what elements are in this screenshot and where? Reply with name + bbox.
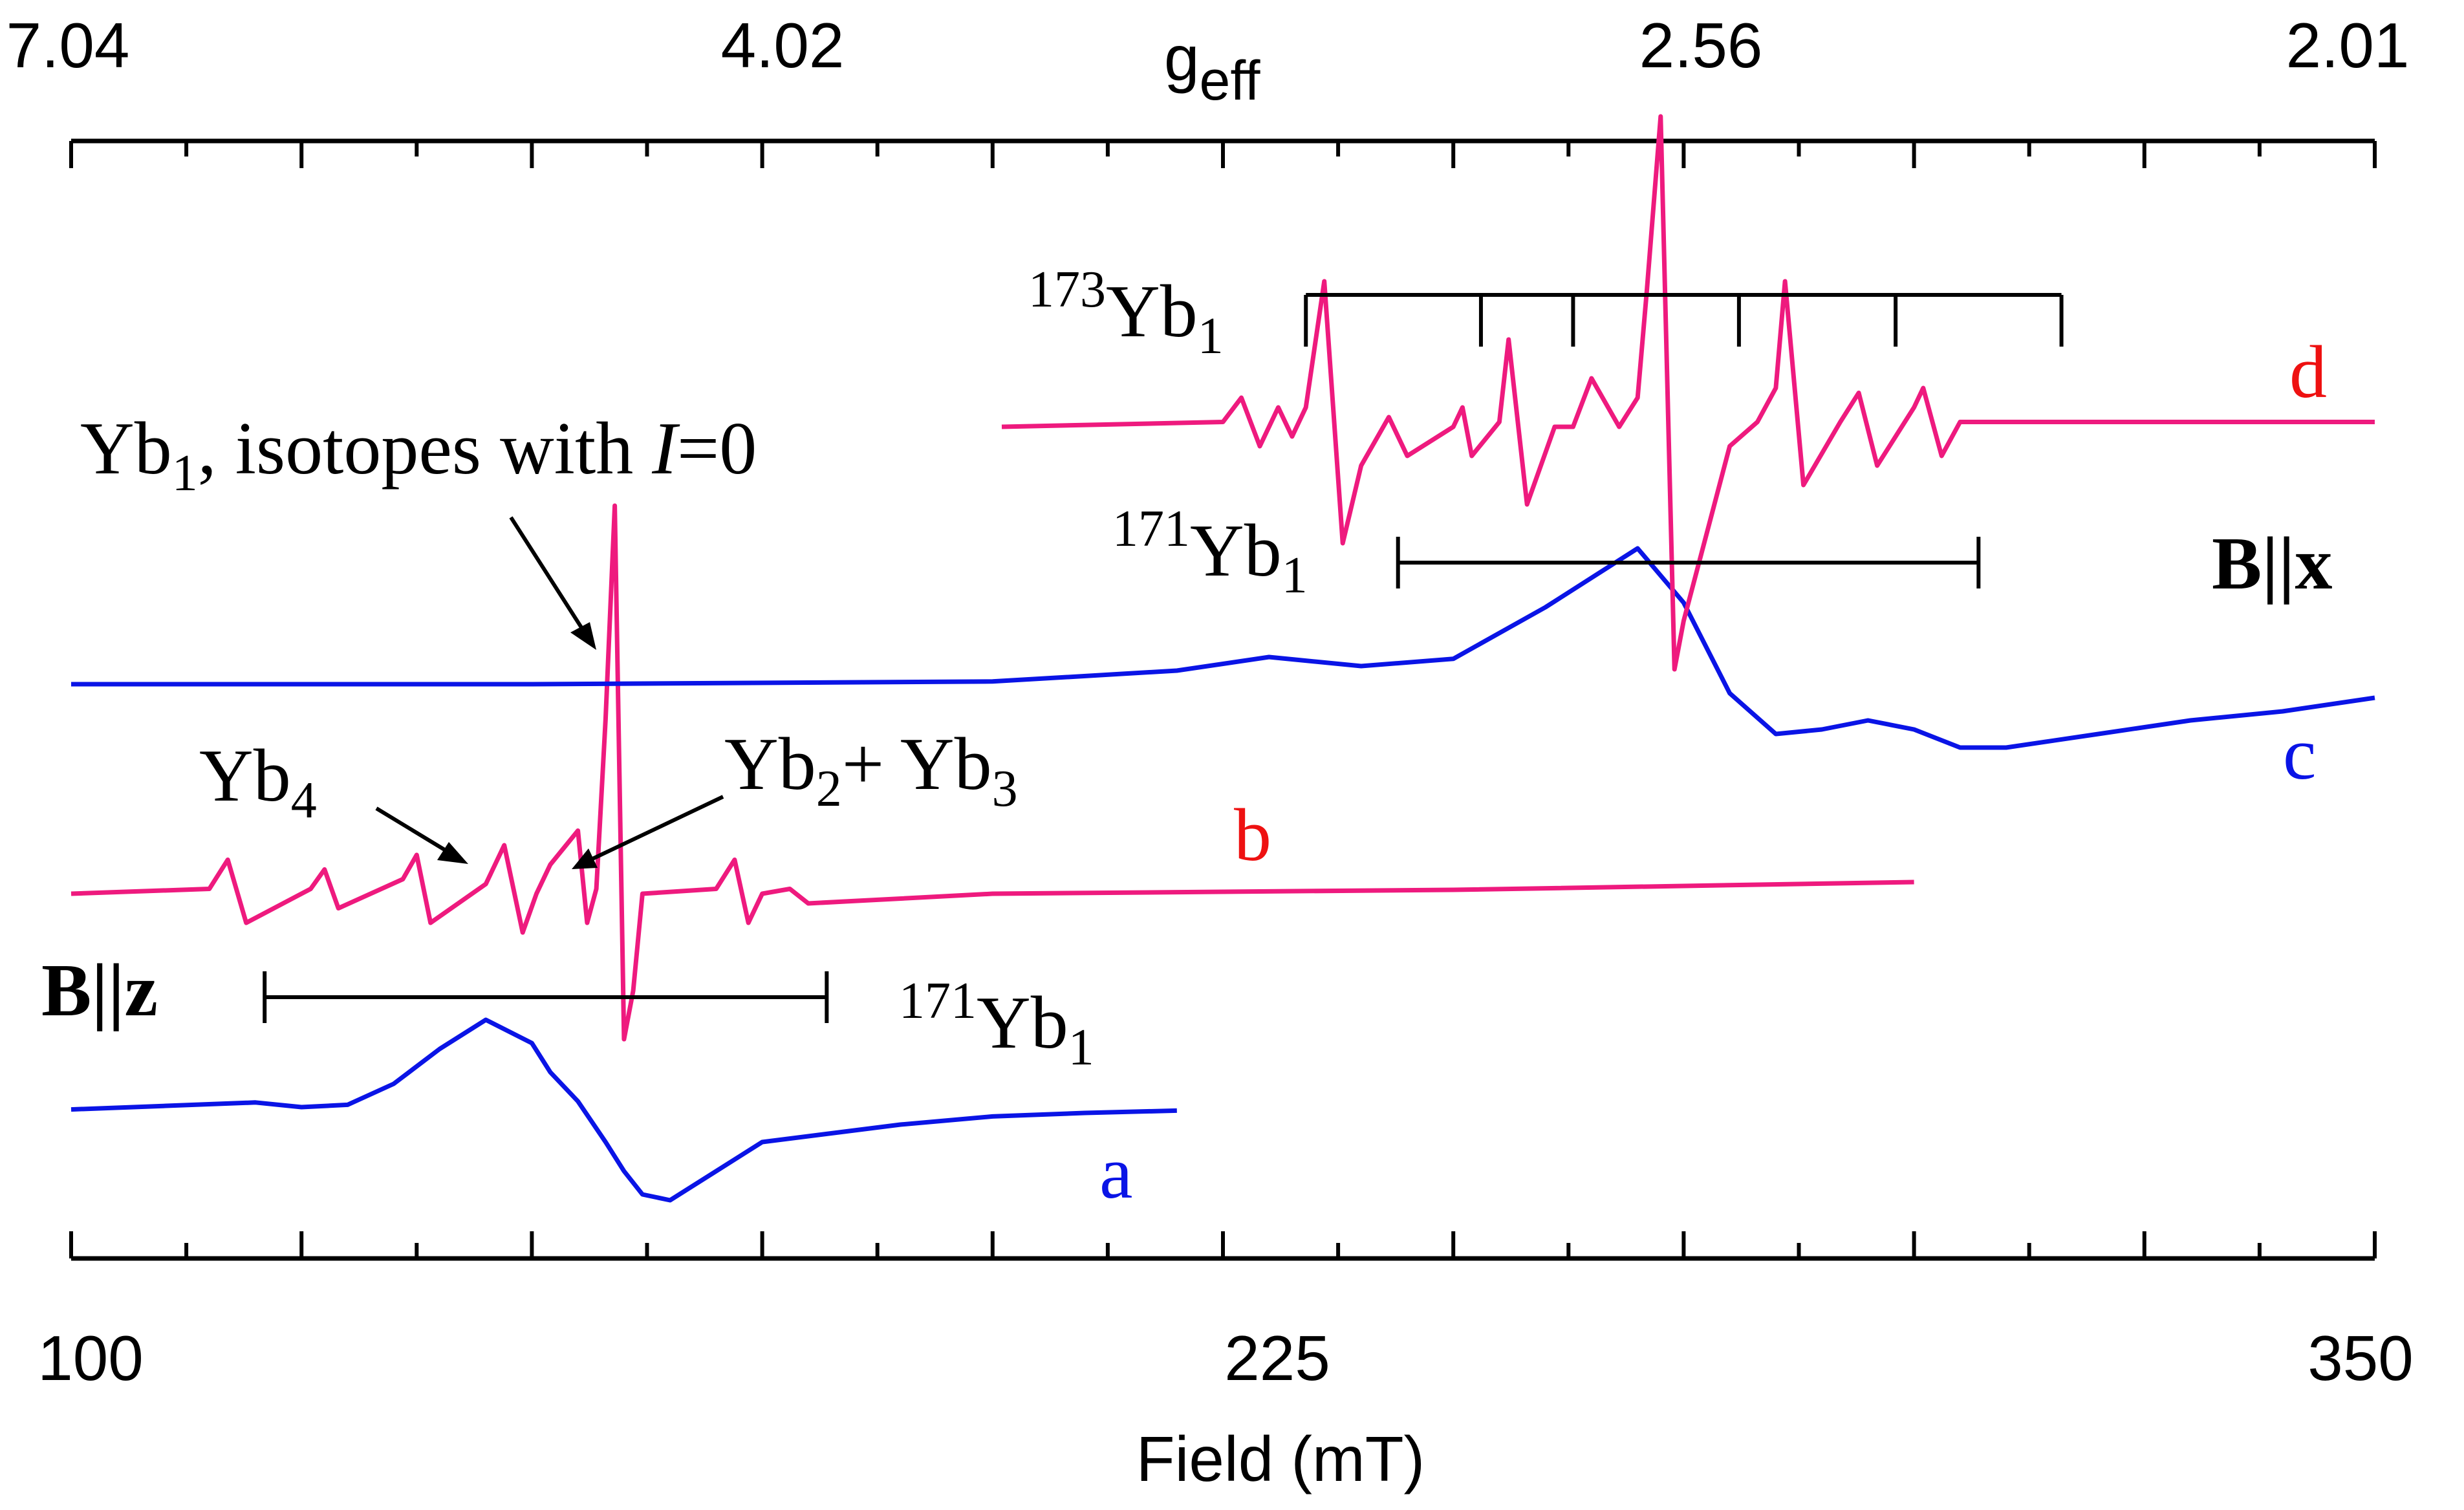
g-axis-title: geff [1164, 23, 1261, 112]
x-tick-label: 225 [1224, 1322, 1330, 1394]
label-yb3-sub: 3 [992, 760, 1018, 817]
label-173yb1-main: Yb [1106, 270, 1198, 353]
arrow-isotopes-i0 [509, 516, 585, 632]
comb-173Yb1-d [1304, 293, 2064, 347]
label-171yb1-lower: 171Yb1 [899, 973, 1094, 1076]
label-isotopes-i0-end: =0 [677, 407, 757, 490]
label-171yb1-lower-sub: 1 [1068, 1019, 1094, 1076]
g-tick-label: 2.56 [1639, 10, 1763, 81]
label-isotopes-i0-rest: , isotopes with [198, 407, 652, 490]
trace-label-c: c [2283, 713, 2317, 795]
x-tick-label: 350 [2307, 1322, 2414, 1394]
label-b-parallel-z: B||z [41, 949, 158, 1032]
trace-label-a: a [1099, 1132, 1133, 1214]
g-tick-label: 2.01 [2286, 10, 2410, 81]
bottom-axis: 100 225 350 Field (mT) [38, 1231, 2414, 1494]
label-171yb1-upper-sub: 1 [1282, 547, 1308, 604]
g-tick-labels: 7.04 4.02 2.56 2.01 [6, 10, 2410, 81]
g-axis-title-sub: eff [1200, 50, 1261, 112]
label-171yb1-lower-main: Yb [977, 982, 1068, 1064]
arrow-yb4-head [437, 842, 468, 864]
label-yb4: Yb4 [199, 735, 317, 829]
label-173yb1-sub: 1 [1198, 308, 1224, 365]
top-axis-ticks [69, 141, 2377, 168]
label-b-parallel-x: B||x [2212, 523, 2332, 605]
arrow-isotopes-i0-head [570, 622, 596, 650]
trace-label-d: d [2289, 331, 2327, 414]
label-yb2-main: Yb [724, 723, 816, 806]
top-axis: 7.04 4.02 2.56 2.01 geff [6, 10, 2410, 168]
trace-d [1001, 114, 2375, 672]
g-tick-label: 4.02 [721, 10, 845, 81]
label-yb4-sub: 4 [291, 772, 317, 829]
label-171yb1-upper: 171Yb1 [1112, 501, 1308, 604]
label-yb2-yb3: Yb2+ Yb3 [724, 723, 1018, 817]
label-isotopes-i0-italic: I [651, 407, 680, 490]
x-tick-labels: 100 225 350 [38, 1322, 2414, 1394]
x-tick-label: 100 [38, 1322, 144, 1394]
g-axis-title-main: g [1164, 23, 1200, 94]
label-isotopes-i0: Yb1, isotopes with I=0 [80, 407, 757, 502]
comb-171Yb1-d [1396, 537, 1981, 588]
trace-label-b: b [1234, 794, 1271, 877]
label-yb2-plus: + Yb [842, 723, 992, 806]
label-171yb1-upper-sup: 171 [1112, 501, 1190, 557]
arrow-yb4 [375, 806, 450, 854]
x-axis-title: Field (mT) [1136, 1423, 1425, 1494]
label-173yb1: 173Yb1 [1028, 261, 1224, 365]
label-yb4-main: Yb [199, 735, 291, 817]
comb-171Yb1-b [263, 971, 829, 1023]
label-isotopes-i0-sub: 1 [172, 445, 198, 502]
trace-c [71, 546, 2375, 750]
g-tick-label: 7.04 [6, 10, 130, 81]
trace-a [70, 1017, 1177, 1203]
label-yb2-sub: 2 [816, 760, 842, 817]
label-171yb1-upper-main: Yb [1190, 510, 1282, 592]
annotation-arrows [375, 516, 724, 869]
label-173yb1-sup: 173 [1028, 261, 1106, 318]
arrow-yb23-head [572, 848, 598, 869]
hyperfine-combs [263, 293, 2064, 1023]
traces [70, 114, 2375, 1203]
label-171yb1-lower-sup: 171 [899, 973, 977, 1030]
trace-b [70, 503, 1914, 1042]
arrow-yb23 [589, 795, 724, 862]
label-isotopes-i0-yb: Yb [80, 407, 172, 490]
bottom-axis-ticks [69, 1231, 2377, 1258]
